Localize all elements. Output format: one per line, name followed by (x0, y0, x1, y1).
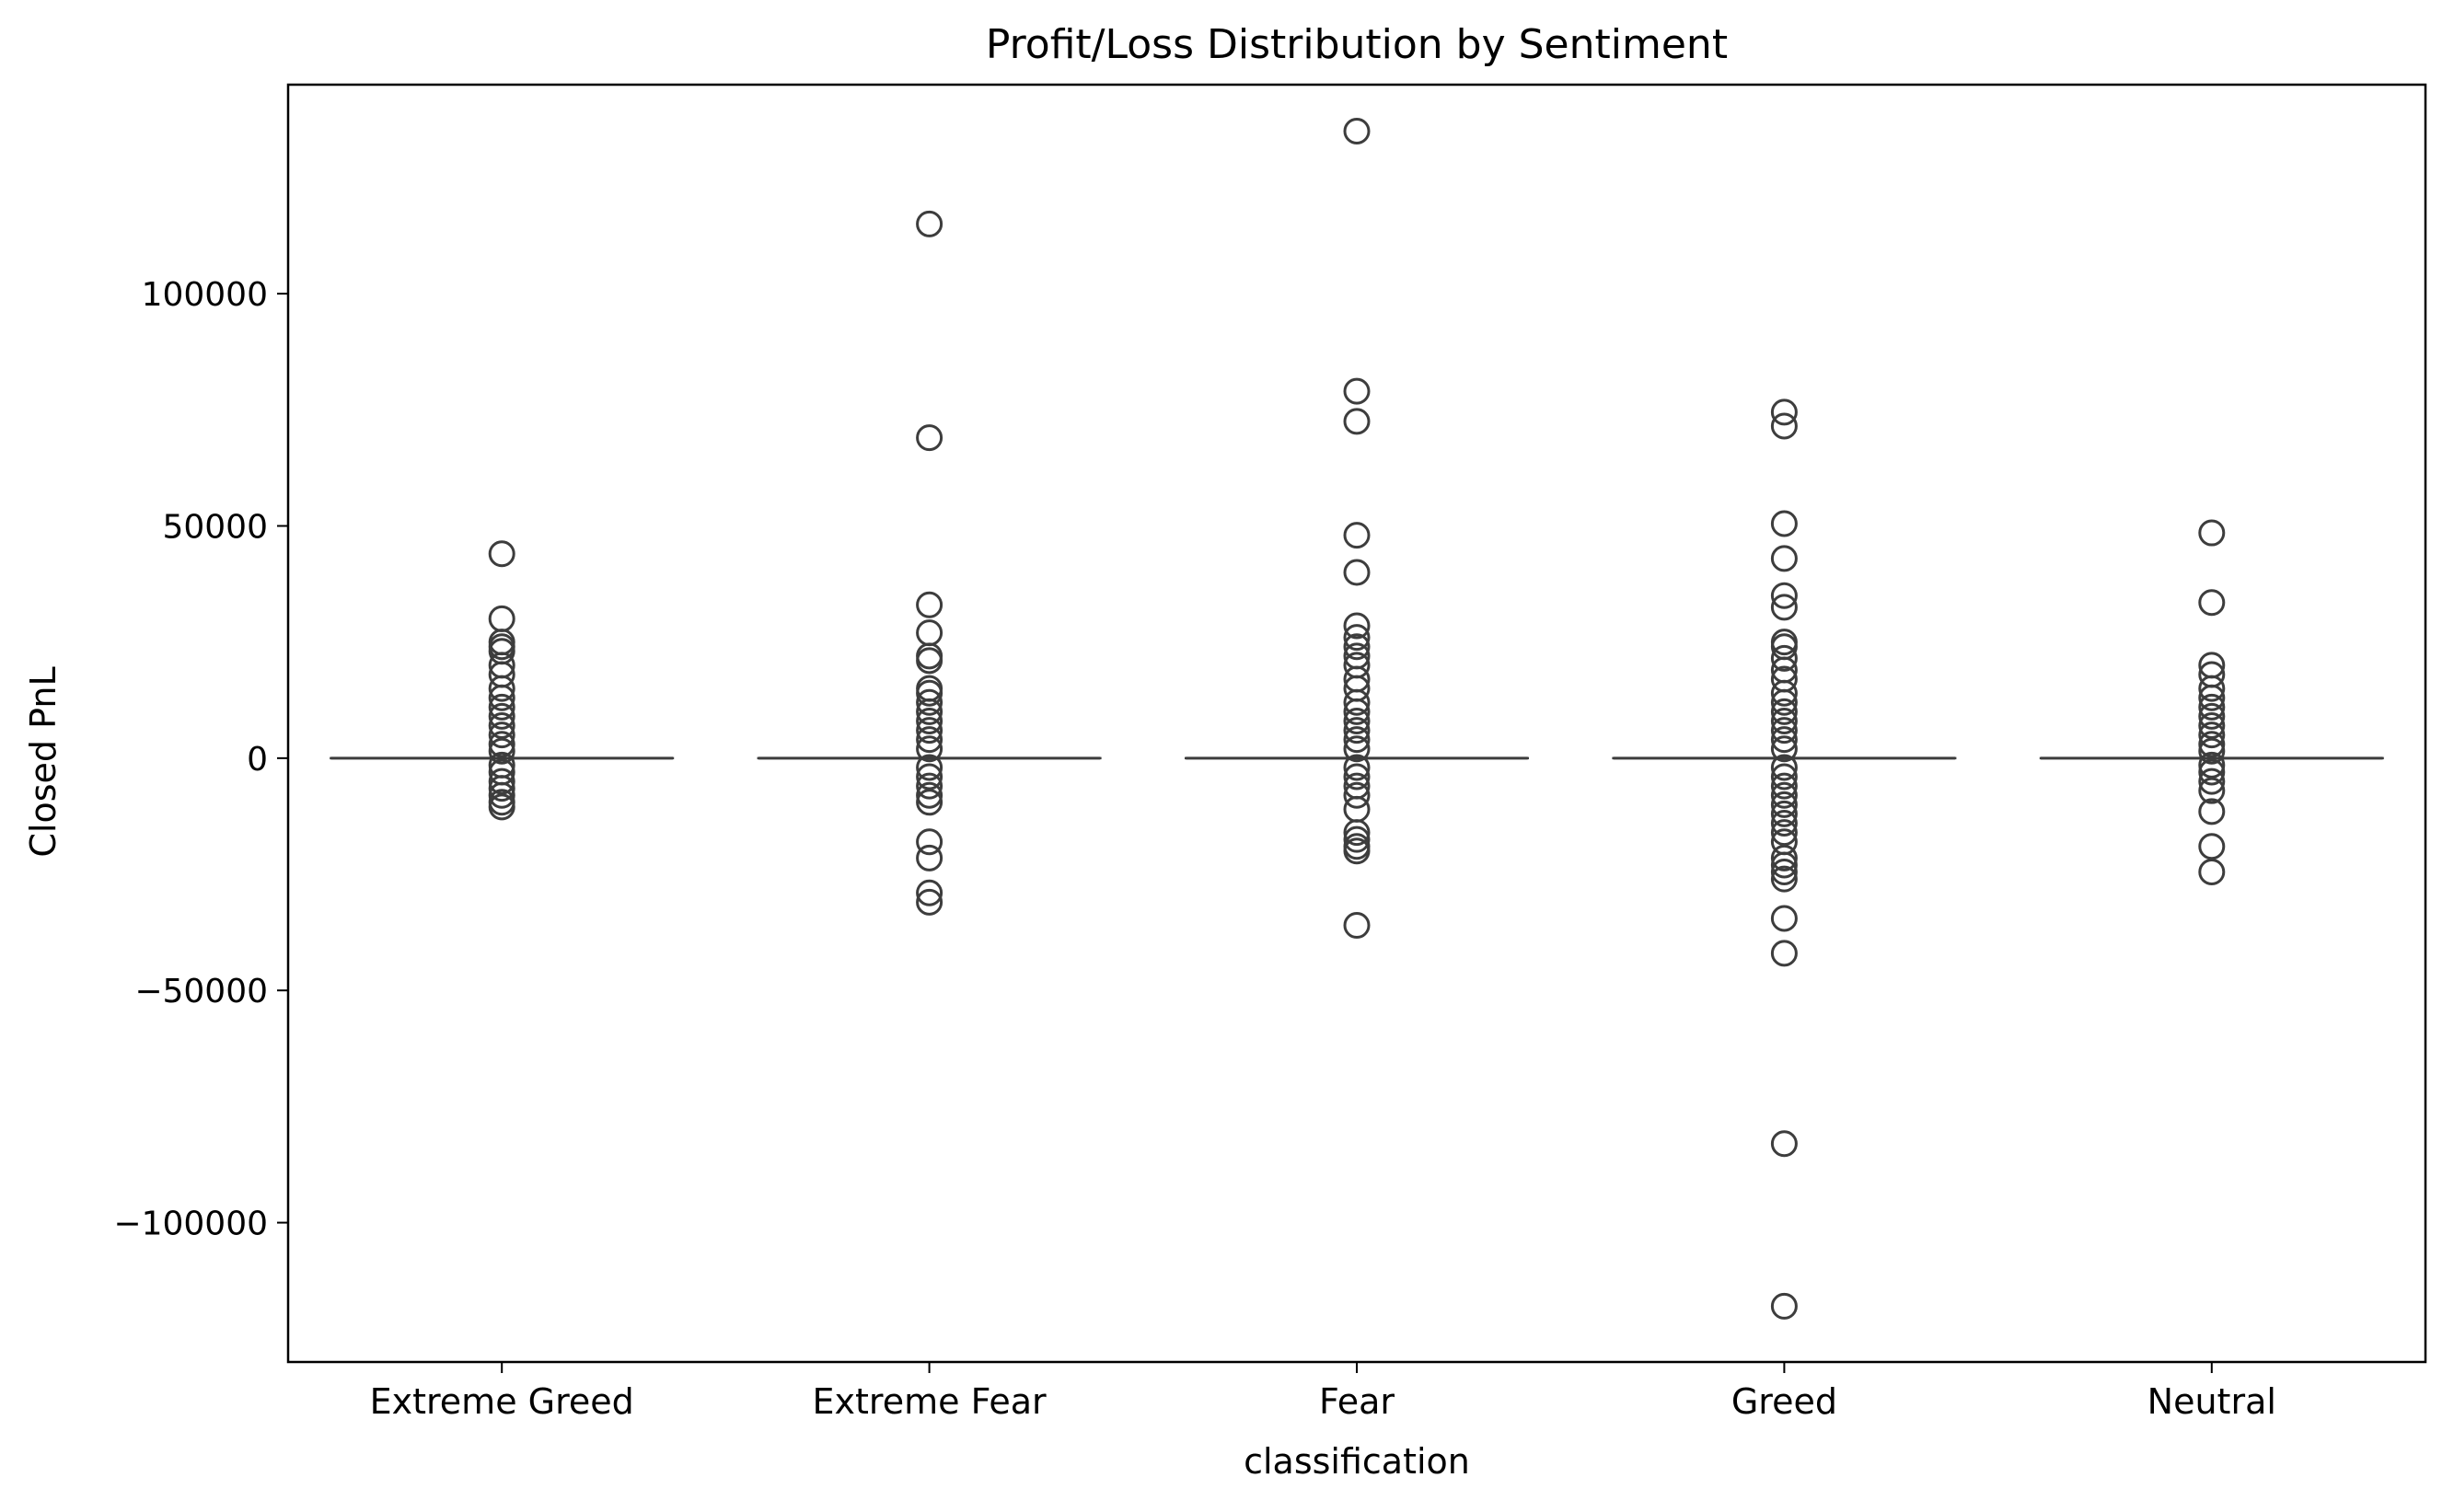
x-axis-label: classification (1244, 1441, 1470, 1482)
y-tick-label: −100000 (113, 1206, 268, 1243)
x-tick-label: Extreme Greed (370, 1381, 634, 1422)
y-tick-label: 50000 (162, 508, 268, 546)
x-tick-label: Extreme Fear (813, 1381, 1047, 1422)
y-tick-label: 0 (247, 741, 268, 779)
x-tick-label: Neutral (2147, 1381, 2276, 1422)
x-tick-label: Greed (1731, 1381, 1837, 1422)
y-tick-label: −50000 (134, 973, 268, 1010)
x-tick-label: Fear (1319, 1381, 1395, 1422)
y-axis-label: Closed PnL (23, 666, 64, 857)
chart-title: Profit/Loss Distribution by Sentiment (986, 21, 1728, 68)
y-tick-label: 100000 (142, 276, 268, 314)
